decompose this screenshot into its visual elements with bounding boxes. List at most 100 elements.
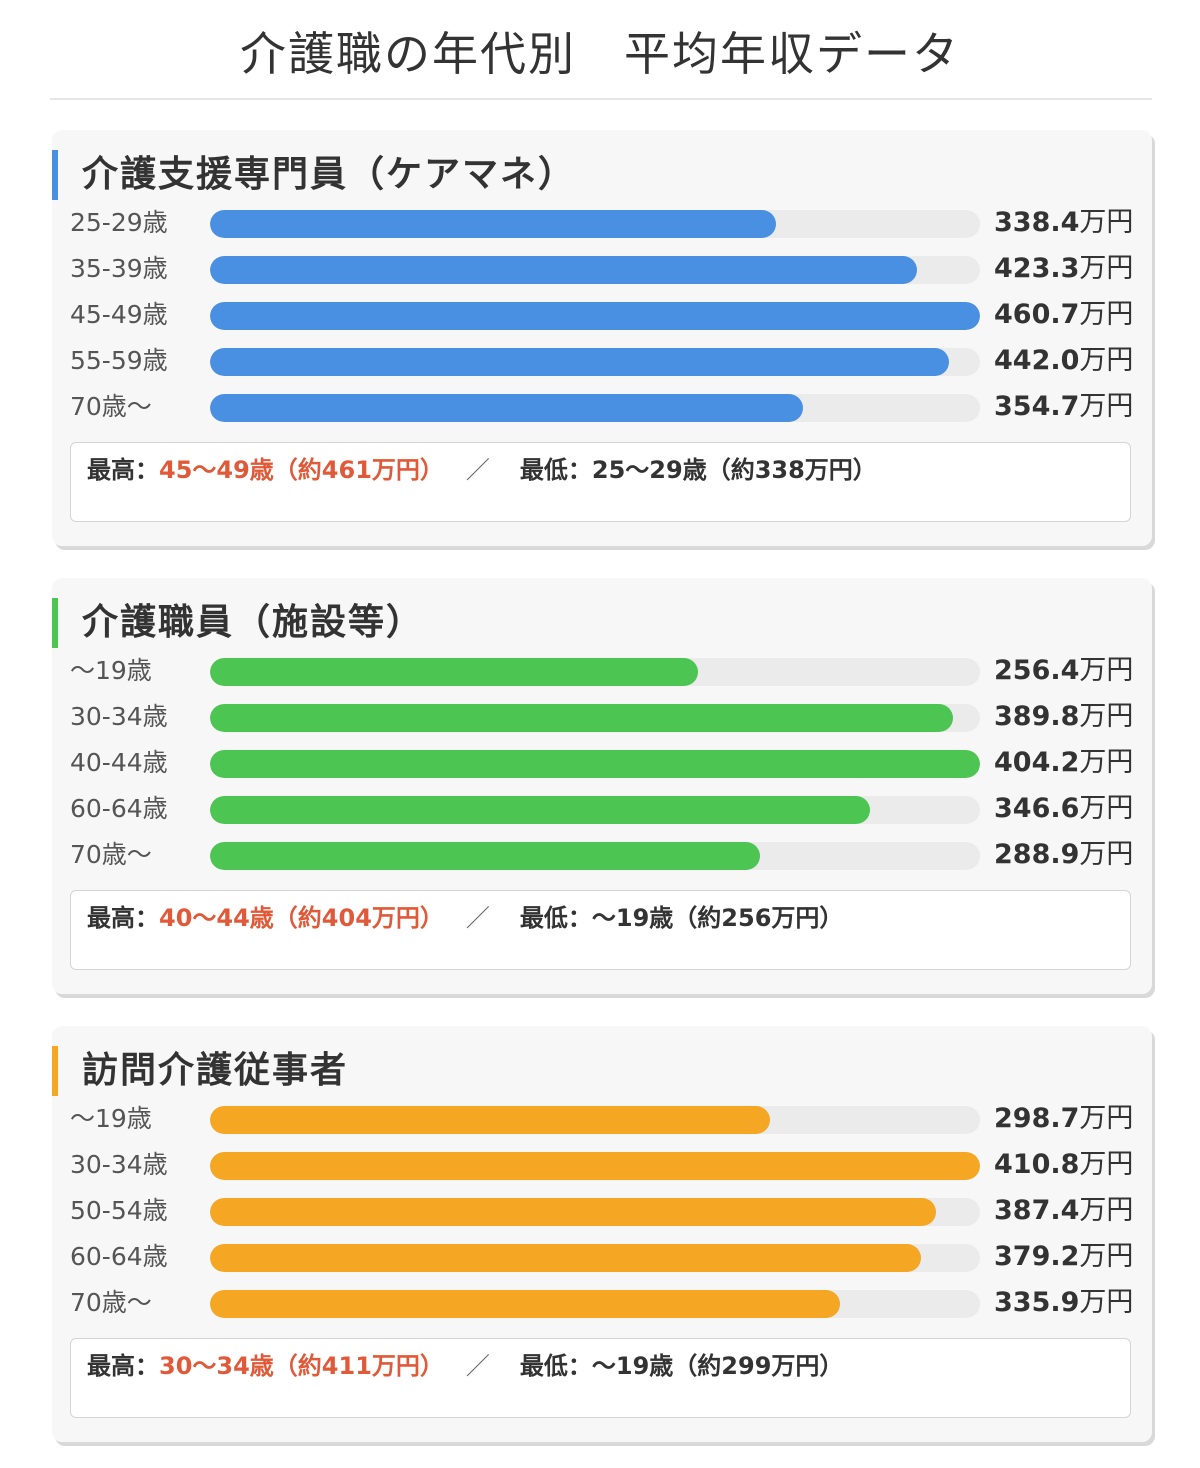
chart-title: 介護職員（施設等） [52,598,424,648]
bar-row: 30-34歳 389.8万円 [52,702,1152,748]
category-label: 55-59歳 [70,346,168,375]
bar-track [210,1244,980,1272]
bar-row: 70歳～ 354.7万円 [52,392,1152,438]
value-label: 354.7万円 [994,392,1133,422]
value-label: 404.2万円 [994,748,1133,778]
value-number: 389.8 [994,701,1080,732]
bar [210,256,917,284]
bar [210,1152,980,1180]
value-label: 346.6万円 [994,794,1133,824]
value-unit: 万円 [1079,1195,1134,1226]
value-number: 387.4 [994,1195,1080,1226]
summary-low-label: 最低： [519,904,592,932]
category-label: 45-49歳 [70,300,168,329]
chart-card: 介護職員（施設等） ～19歳 256.4万円 30-34歳 389.8万円 40-44歳 4… [52,578,1152,994]
bar [210,796,870,824]
category-label: ～19歳 [70,1104,152,1133]
value-label: 298.7万円 [994,1104,1133,1134]
chart-title: 介護支援専門員（ケアマネ） [52,150,576,200]
category-label: 30-34歳 [70,702,168,731]
bar [210,1244,921,1272]
bar-track [210,704,980,732]
chart-card: 介護支援専門員（ケアマネ） 25-29歳 338.4万円 35-39歳 423.3万円 4… [52,130,1152,546]
bar [210,394,803,422]
value-label: 379.2万円 [994,1242,1133,1272]
bar [210,302,980,330]
value-unit: 万円 [1079,1149,1134,1180]
bar-track [210,394,980,422]
summary-separator: ／ [465,904,490,932]
bar-track [210,750,980,778]
value-label: 389.8万円 [994,702,1133,732]
category-label: 70歳～ [70,392,152,421]
value-number: 379.2 [994,1241,1080,1272]
summary-low-label: 最低： [519,456,592,484]
bar [210,210,776,238]
bar-row: 40-44歳 404.2万円 [52,748,1152,794]
summary-low-label: 最低： [519,1352,592,1380]
bar-track [210,348,980,376]
summary-box: 最高：40～44歳（約404万円） ／ 最低：～19歳（約256万円） [70,890,1131,970]
summary-high-label: 最高： [87,1352,159,1380]
value-unit: 万円 [1079,793,1134,824]
bar [210,704,953,732]
summary-high-label: 最高： [87,456,159,484]
summary-low-value: ～19歳（約299万円） [591,1352,844,1380]
value-unit: 万円 [1079,1103,1134,1134]
value-unit: 万円 [1079,747,1134,778]
value-unit: 万円 [1079,655,1134,686]
bar-row: 25-29歳 338.4万円 [52,208,1152,254]
bar-row: 45-49歳 460.7万円 [52,300,1152,346]
value-unit: 万円 [1079,345,1134,376]
summary-low-value: 25～29歳（約338万円） [591,456,877,484]
chart-title: 訪問介護従事者 [52,1046,348,1096]
bar-row: 70歳～ 288.9万円 [52,840,1152,886]
bar-track [210,1290,980,1318]
bar [210,1198,936,1226]
bar [210,750,980,778]
value-number: 346.6 [994,793,1080,824]
value-label: 460.7万円 [994,300,1133,330]
bar-row: 50-54歳 387.4万円 [52,1196,1152,1242]
value-label: 387.4万円 [994,1196,1133,1226]
bar-track [210,1198,980,1226]
category-label: 70歳～ [70,1288,152,1317]
category-label: 30-34歳 [70,1150,168,1179]
bar [210,658,698,686]
category-label: 40-44歳 [70,748,168,777]
value-unit: 万円 [1079,299,1134,330]
bar [210,842,760,870]
summary-high-label: 最高： [87,904,159,932]
bar [210,348,949,376]
page-title: 介護職の年代別 平均年収データ [240,27,960,81]
bar-track [210,842,980,870]
category-label: 35-39歳 [70,254,168,283]
bar-track [210,210,980,238]
value-number: 354.7 [994,391,1080,422]
bar-track [210,256,980,284]
summary-separator: ／ [465,1352,490,1380]
bar-rows: ～19歳 298.7万円 30-34歳 410.8万円 50-54歳 387.4万円 60-… [52,1104,1152,1334]
summary-high-value: 30～34歳（約411万円） [159,1352,444,1380]
value-label: 338.4万円 [994,208,1133,238]
value-unit: 万円 [1079,253,1134,284]
value-label: 410.8万円 [994,1150,1133,1180]
summary-low-value: ～19歳（約256万円） [591,904,844,932]
summary-box: 最高：45～49歳（約461万円） ／ 最低：25～29歳（約338万円） [70,442,1131,522]
bar-row: 60-64歳 379.2万円 [52,1242,1152,1288]
value-label: 442.0万円 [994,346,1133,376]
value-unit: 万円 [1079,1287,1134,1318]
bar-row: ～19歳 256.4万円 [52,656,1152,702]
bar-rows: 25-29歳 338.4万円 35-39歳 423.3万円 45-49歳 460.7万円 5… [52,208,1152,438]
value-number: 298.7 [994,1103,1080,1134]
value-number: 423.3 [994,253,1080,284]
category-label: ～19歳 [70,656,152,685]
value-label: 335.9万円 [994,1288,1133,1318]
value-unit: 万円 [1079,207,1134,238]
summary-high-value: 45～49歳（約461万円） [159,456,444,484]
value-unit: 万円 [1079,1241,1134,1272]
bar-row: ～19歳 298.7万円 [52,1104,1152,1150]
bar-row: 55-59歳 442.0万円 [52,346,1152,392]
value-number: 256.4 [994,655,1080,686]
value-label: 288.9万円 [994,840,1133,870]
